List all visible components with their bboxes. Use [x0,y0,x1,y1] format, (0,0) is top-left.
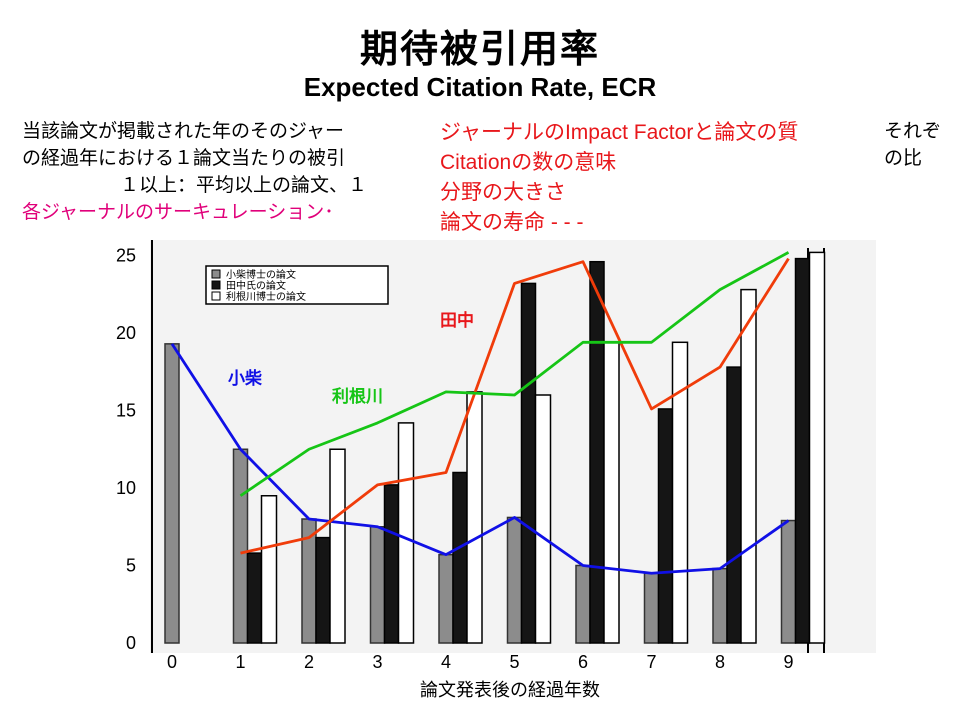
note-red-line-3: 分野の大きさ [440,181,566,204]
legend-swatch [211,280,221,290]
y-tick-label: 10 [116,478,136,498]
x-tick-label: 4 [441,652,451,672]
legend-swatch [211,269,221,279]
bar-tone [534,394,552,644]
x-tick-label: 3 [372,652,382,672]
bar-tone [329,448,346,644]
legend-label: 田中氏の論文 [226,279,286,292]
note-left-line-2: の経過年における１論文当たりの被引 [22,147,346,169]
bar-koshiba [164,343,180,644]
note-red-line-1: ジャーナルのImpact Factorと論文の質 [440,121,799,144]
bar-koshiba [506,516,523,644]
bar-tanaka [794,257,811,644]
y-tick-label: 25 [116,246,136,266]
line-tanaka [240,257,790,555]
bar-koshiba [712,567,728,644]
note-left-line-4: 各ジャーナルのサーキュレーション･ [22,201,334,223]
x-tick-label: 0 [167,652,177,672]
note-red: ジャーナルのImpact Factorと論文の質 Citationの数の意味 分… [440,118,798,238]
bar-tanaka [383,484,400,644]
series-label-tone: 利根川 [332,386,383,407]
note-right-line-2: の比 [884,147,923,169]
line-koshiba [170,343,790,575]
bar-tone [397,422,415,644]
bar-koshiba [643,572,660,644]
x-tick-label: 9 [783,652,793,672]
y-tick-label: 20 [116,323,136,343]
bar-koshiba [438,553,454,644]
bar-tanaka [520,282,537,644]
series-label-tanaka: 田中 [440,310,474,331]
bar-tone [260,495,278,644]
bar-tone [740,288,757,644]
legend-label: 小柴博士の論文 [226,268,296,281]
line-tone [239,251,790,497]
note-right: それぞ の比 [884,118,960,172]
x-tick-label: 2 [304,652,314,672]
page-subtitle: Expected Citation Rate, ECR [303,72,657,102]
bar-koshiba [780,519,797,644]
x-tick-label: 1 [235,652,245,672]
bar-tanaka [589,260,605,644]
y-tick-label: 5 [126,556,136,576]
bar-tanaka [657,408,674,644]
x-tick-label: 5 [509,652,519,672]
bar-koshiba [575,564,591,644]
legend-label: 利根川博士の論文 [226,290,306,303]
x-axis-label: 論文発表後の経過年数 [420,680,600,701]
x-tick-label: 6 [578,652,588,672]
note-red-line-4: 論文の寿命 - - - [440,211,584,234]
bar-tone [808,251,826,644]
bar-tanaka [726,366,742,644]
bar-tanaka [246,552,263,644]
bar-tanaka [315,536,331,644]
note-left-line-1: 当該論文が掲載された年のそのジャー [22,120,345,142]
note-left-line-3: １以上：平均以上の論文、１ [120,174,368,196]
x-tick-label: 7 [646,652,656,672]
bar-tone [603,341,620,644]
y-tick-label: 15 [116,401,136,421]
bar-tone [466,391,483,644]
legend-swatch [211,291,221,301]
bar-tone [671,341,689,644]
x-tick-label: 8 [715,652,725,672]
bar-koshiba [232,448,249,644]
note-left: 当該論文が掲載された年のそのジャー の経過年における１論文当たりの被引 １以上：… [22,118,422,226]
legend-box [205,265,389,305]
note-red-line-2: Citationの数の意味 [440,151,617,174]
page-title: 期待被引用率 [359,27,600,71]
bar-koshiba [369,526,386,644]
series-label-koshiba: 小柴 [228,368,263,389]
bar-tanaka [452,471,468,644]
note-right-line-1: それぞ [884,120,942,142]
y-tick-label: 0 [126,633,136,653]
